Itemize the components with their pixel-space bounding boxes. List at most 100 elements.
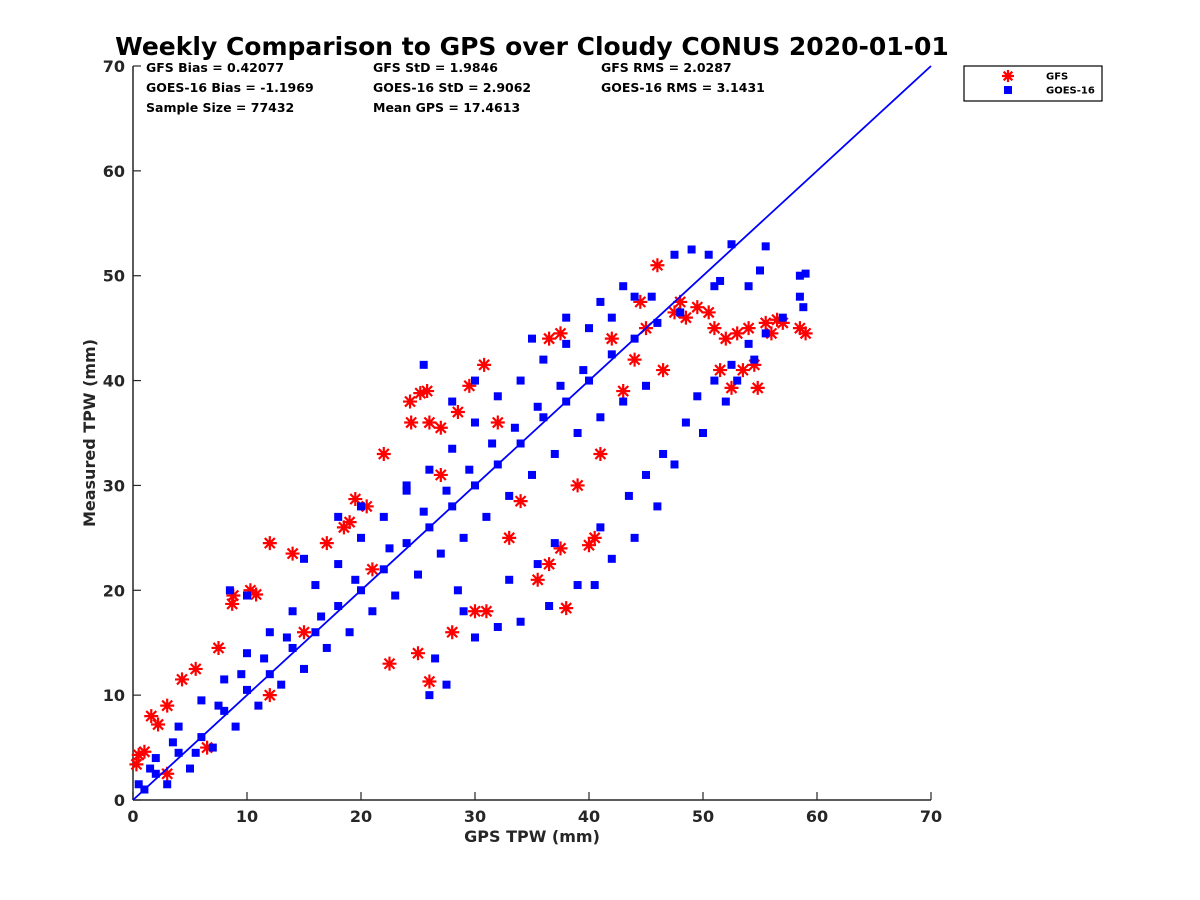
goes16-point [596, 523, 605, 532]
goes16-point [704, 250, 713, 259]
goes16-point [368, 607, 377, 616]
x-tick-label: 40 [578, 807, 600, 826]
goes16-point [288, 643, 297, 652]
stat-text: GOES-16 RMS = 3.1431 [601, 80, 765, 95]
gfs-point [604, 331, 619, 346]
x-axis-label: GPS TPW (mm) [464, 827, 600, 846]
axis-ticks: 0 10 20 30 40 50 60 70 0 10 20 30 40 50 60 70 [103, 57, 942, 826]
goes16-point [220, 675, 229, 684]
goes16-point [670, 250, 679, 259]
goes16-point [260, 654, 269, 663]
goes16-point [727, 360, 736, 369]
goes16-point [550, 449, 559, 458]
goes16-point [516, 617, 525, 626]
gfs-point [285, 546, 300, 561]
gfs-point [376, 446, 391, 461]
gfs-point [211, 640, 226, 655]
goes16-point [744, 282, 753, 291]
goes16-point [596, 297, 605, 306]
y-tick-label: 10 [103, 686, 125, 705]
goes16-point [288, 607, 297, 616]
stat-text: GFS Bias = 0.42077 [146, 60, 284, 75]
gfs-point [297, 625, 311, 640]
gfs-point [422, 415, 437, 430]
goes16-point [225, 586, 234, 595]
gfs-point [382, 656, 397, 671]
goes16-point [670, 460, 679, 469]
gfs-point [420, 384, 435, 399]
goes16-point [282, 633, 291, 642]
goes16-point [681, 418, 690, 427]
gfs-point [137, 744, 152, 759]
gfs-point [701, 305, 716, 320]
goes16-point [727, 240, 736, 249]
goes16-point [716, 276, 725, 285]
goes16-point [693, 392, 702, 401]
goes16-point [710, 376, 719, 385]
goes16-point [471, 376, 479, 385]
goes16-point [687, 245, 696, 254]
gfs-point [348, 492, 363, 507]
legend-label: GFS [1046, 72, 1068, 83]
goes16-point [231, 722, 240, 731]
goes16-point [590, 581, 599, 590]
gfs-point [413, 386, 428, 401]
goes16-point [237, 670, 246, 679]
goes16-point [533, 402, 542, 411]
goes16-point [596, 413, 605, 422]
x-tick-label: 50 [692, 807, 714, 826]
goes16-point [799, 303, 808, 312]
gfs-point [747, 357, 762, 372]
goes16-point [482, 512, 491, 521]
gfs-point [151, 717, 166, 732]
goes16-point [243, 591, 251, 600]
goes16-point [539, 355, 548, 364]
y-tick-label: 60 [103, 162, 125, 181]
y-tick-label: 50 [103, 267, 125, 286]
goes16-point [465, 465, 474, 474]
stats-annotations: GFS Bias = 0.42077 GFS StD = 1.9846 GFS RM… [146, 60, 765, 115]
gfs-point [336, 520, 351, 535]
stat-text: Sample Size = 77432 [146, 100, 294, 115]
goes16-point [448, 397, 457, 406]
gfs-point [490, 415, 505, 430]
gfs-point [718, 331, 733, 346]
goes16-point [744, 339, 753, 348]
one-to-one-line [132, 65, 932, 801]
goes16-point [385, 544, 394, 553]
goes16-point [756, 266, 764, 275]
gfs-point [160, 698, 175, 713]
chart-title: Weekly Comparison to GPS over Cloudy CON… [115, 32, 949, 61]
goes16-point [419, 507, 428, 516]
y-tick-label: 40 [103, 372, 125, 391]
stat-text: GFS RMS = 2.0287 [601, 60, 732, 75]
gfs-point [422, 674, 437, 689]
goes16-point [607, 350, 616, 359]
gfs-point [262, 536, 277, 551]
goes16-point [254, 701, 263, 710]
gfs-point [724, 380, 739, 395]
goes16-point [556, 381, 565, 390]
goes16-point [277, 680, 286, 689]
gfs-point [479, 604, 494, 619]
gfs-point [477, 357, 492, 372]
goes16-point [448, 444, 457, 453]
gfs-point [502, 530, 517, 545]
goes16-point [545, 602, 554, 611]
goes16-point [795, 271, 804, 280]
gfs-point [770, 312, 785, 327]
goes16-point [436, 549, 445, 558]
goes16-point [573, 581, 582, 590]
goes16-point [174, 748, 183, 757]
goes16-point [550, 539, 559, 548]
goes16-point [562, 339, 571, 348]
goes16-point [425, 691, 434, 700]
stat-text: GFS StD = 1.9846 [373, 60, 498, 75]
goes16-point [642, 470, 650, 479]
goes16-point [442, 486, 451, 495]
goes16-point [647, 292, 656, 301]
x-tick-label: 10 [236, 807, 258, 826]
gfs-point [750, 380, 765, 395]
goes16-point [425, 465, 434, 474]
